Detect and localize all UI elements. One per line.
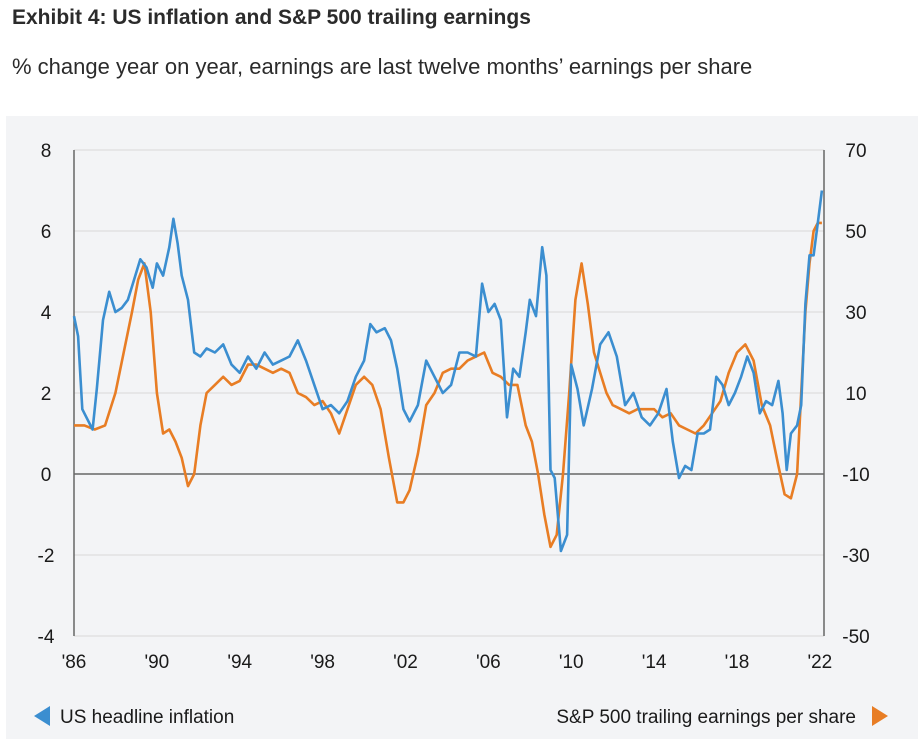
x-tick-label: '90	[144, 652, 169, 673]
legend-label-earnings: S&P 500 trailing earnings per share	[556, 707, 856, 728]
x-tick-label: '18	[725, 652, 750, 673]
x-tick-label: '86	[62, 652, 87, 673]
left-axis-ticks: 8 6 4 2 0 -2 -4	[38, 141, 55, 648]
left-tick-label: 8	[41, 141, 52, 162]
right-arrow-icon	[872, 706, 888, 726]
axes	[73, 150, 825, 636]
chart-title: Exhibit 4: US inflation and S&P 500 trai…	[12, 6, 531, 29]
chart-subtitle: % change year on year, earnings are last…	[12, 54, 753, 79]
right-tick-label: -30	[842, 546, 869, 567]
left-tick-label: 0	[41, 465, 52, 486]
left-tick-label: 2	[41, 384, 52, 405]
right-tick-label: -50	[842, 627, 869, 648]
x-tick-label: '06	[476, 652, 501, 673]
x-tick-label: '94	[227, 652, 252, 673]
x-tick-label: '98	[310, 652, 335, 673]
left-tick-label: -4	[38, 627, 55, 648]
left-tick-label: 6	[41, 222, 52, 243]
right-tick-label: 50	[845, 222, 866, 243]
right-tick-label: 10	[845, 384, 866, 405]
left-tick-label: 4	[41, 303, 52, 324]
x-tick-label: '14	[642, 652, 667, 673]
series-line-earnings	[74, 221, 822, 549]
legend: US headline inflation S&P 500 trailing e…	[34, 706, 888, 728]
chart-panel	[6, 116, 918, 739]
right-axis-ticks: 70 50 30 10 -10 -30 -50	[842, 141, 869, 648]
x-axis-ticks: '86 '90 '94 '98 '02 '06 '10 '14 '18 '22	[62, 652, 833, 673]
x-tick-label: '22	[807, 652, 832, 673]
left-arrow-icon	[34, 706, 50, 726]
right-tick-label: 30	[845, 303, 866, 324]
x-tick-label: '10	[559, 652, 584, 673]
right-tick-label: 70	[845, 141, 866, 162]
legend-label-inflation: US headline inflation	[60, 707, 234, 728]
x-tick-label: '02	[393, 652, 418, 673]
gridlines	[74, 149, 824, 637]
right-tick-label: -10	[842, 465, 869, 486]
left-tick-label: -2	[38, 546, 55, 567]
series-line-inflation	[72, 190, 824, 553]
